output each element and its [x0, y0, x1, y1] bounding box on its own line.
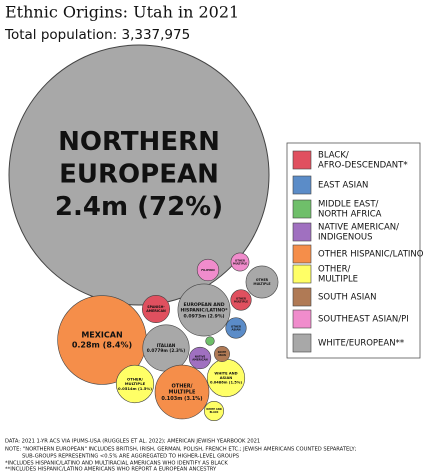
legend-swatch: [292, 222, 312, 242]
note: SUB-GROUPS REPRESENTING <0.5% ARE AGGREG…: [22, 454, 239, 460]
bubble: [154, 364, 210, 420]
bubble-label: WHITE AND: [214, 372, 237, 376]
bubble: [245, 265, 279, 299]
bubble-label: MEXICAN: [81, 331, 122, 340]
legend-swatch: [292, 175, 312, 195]
bubble: [214, 346, 230, 362]
legend-swatch: [292, 309, 312, 329]
bubble: [230, 252, 250, 272]
bubble: [177, 283, 231, 337]
bubble-value-label: 0.0779m (2.3%): [147, 348, 185, 354]
note: **INCLUDES HISPANIC/LATINO AMERICANS WHO…: [5, 467, 217, 473]
bubble: [115, 364, 155, 404]
bubble-label: NATIVE: [195, 354, 206, 358]
note: NOTE: "NORTHERN EUROPEAN" INCLUDES BRITI…: [5, 447, 357, 453]
legend-label: WHITE/EUROPEAN**: [318, 339, 404, 349]
bubble-label: MULTIPLE: [233, 262, 247, 266]
bubble-label: ITALIAN: [157, 343, 176, 349]
bubble: [196, 258, 220, 282]
bubble-label: MULTIPLE: [169, 390, 197, 396]
bubble: [230, 289, 252, 311]
legend-label: INDIGENOUS: [318, 233, 373, 243]
bubble-value-label: 0.28m (8.4%): [72, 341, 132, 350]
legend-label: EAST ASIAN: [318, 181, 368, 191]
legend-swatch: [292, 199, 312, 219]
chart-title: Ethnic Origins: Utah in 2021: [5, 3, 239, 22]
legend-label: SOUTH ASIAN: [318, 293, 376, 303]
bubble: [205, 336, 215, 346]
bubble-value-label: 0.0973m (2.9%): [183, 313, 224, 319]
bubble-label: ASIAN: [231, 328, 240, 332]
bubble: [141, 294, 171, 324]
bubble-label: MULTIPLE: [234, 300, 248, 304]
bubble-label: HISPANIC/LATINO*: [180, 308, 228, 314]
bubble: [8, 44, 270, 306]
legend-label: BLACK/: [318, 151, 349, 161]
bubble-label: FILIPINO: [201, 268, 215, 272]
bubble: [188, 346, 212, 370]
bubble-label: AMERICAN: [146, 309, 166, 313]
legend-label: NORTH AFRICA: [318, 210, 382, 220]
bubble-label: OTHER: [256, 278, 269, 282]
bubble-label: WHITE AND: [206, 408, 221, 411]
note: *INCLUDES HISPANIC/LATINO AND MULTIRACIA…: [5, 461, 228, 467]
legend-swatch: [292, 287, 312, 307]
legend-swatch: [292, 333, 312, 353]
note: DATA: 2021 1-YR ACS VIA IPUMS-USA (RUGGL…: [5, 439, 260, 445]
legend-swatch: [292, 150, 312, 170]
bubble-label: MULTIPLE: [125, 381, 146, 386]
legend-label: OTHER HISPANIC/LATINO: [318, 250, 424, 260]
legend-label: NATIVE AMERICAN/: [318, 223, 399, 233]
bubble-label: BLACK: [210, 411, 219, 414]
bubble: [204, 401, 224, 421]
bubble-value-label: 0.0486m (1.5%): [210, 381, 242, 385]
bubble-label: AMERICAN: [192, 358, 207, 362]
bubble-label: ASIAN: [220, 376, 233, 380]
legend-label: OTHER/: [318, 265, 351, 275]
bubble-label: SOUTH: [218, 351, 227, 354]
bubble-label: ASIAN: [218, 354, 226, 357]
bubble-label: MULTIPLE: [253, 282, 270, 286]
bubble-label: NORTHERN: [58, 127, 220, 157]
bubble-value-label: 2.4m (72%): [55, 192, 223, 222]
legend-swatch: [292, 264, 312, 284]
bubble-value-label: 0.0514m (1.5%): [118, 386, 152, 391]
bubble-label: EUROPEAN: [59, 160, 219, 190]
chart-subtitle: Total population: 3,337,975: [4, 27, 190, 43]
bubble-label: OTHER/: [172, 383, 193, 389]
bubble: [225, 317, 247, 339]
legend-swatch: [292, 244, 312, 264]
bubble-label: OTHER/: [127, 376, 144, 381]
bubble-label: EUROPEAN AND: [183, 302, 224, 308]
bubble-label: OTHER: [235, 258, 245, 262]
legend-label: MIDDLE EAST/: [318, 200, 379, 210]
legend-label: AFRO-DESCENDANT*: [318, 161, 408, 171]
legend-label: SOUTHEAST ASIAN/PI: [318, 315, 409, 325]
bubble-label: OTHER: [236, 296, 246, 300]
bubble-label: OTHER: [231, 324, 241, 328]
bubble-value-label: 0.103m (3.1%): [161, 396, 202, 402]
bubble-label: SPANISH-: [147, 305, 165, 309]
legend-label: MULTIPLE: [318, 275, 358, 285]
